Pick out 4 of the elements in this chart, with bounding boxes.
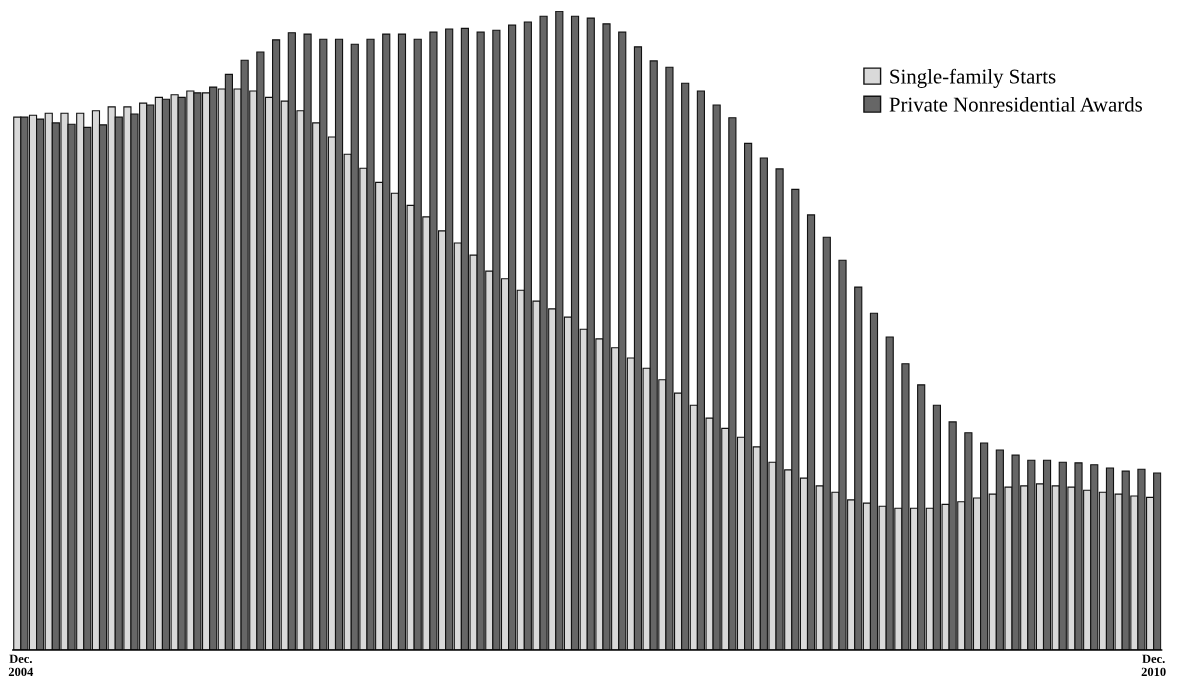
x-tick-label: Dec. 2010 — [1141, 654, 1166, 677]
legend-label: Single-family Starts — [890, 68, 1056, 88]
x-tick-label: Dec. 2004 — [8, 654, 34, 677]
legend-label: Private Nonresidential Awards — [889, 96, 1142, 112]
